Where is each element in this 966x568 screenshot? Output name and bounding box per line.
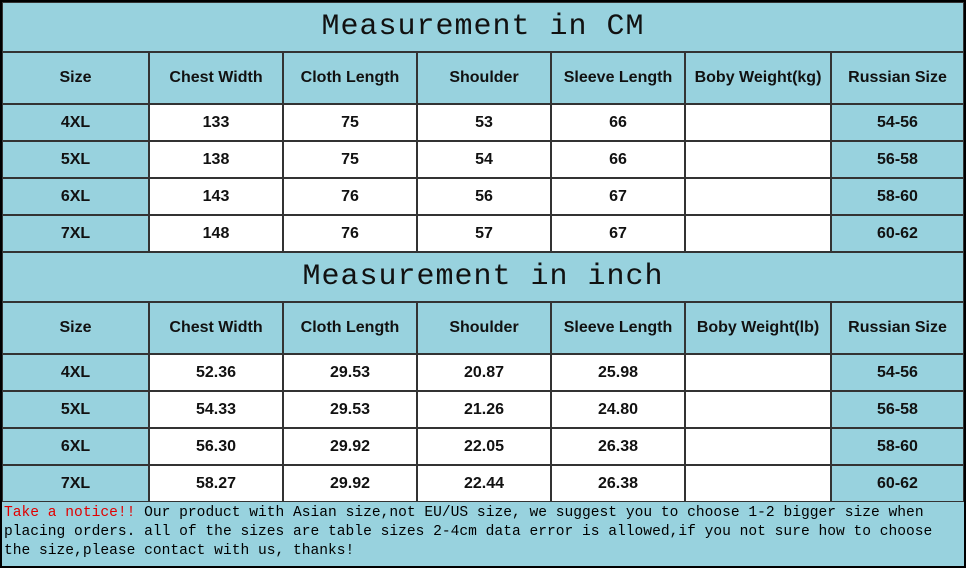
table-cell: 7XL [2, 215, 149, 252]
column-header: Chest Width [149, 52, 283, 104]
table-cell: 56.30 [149, 428, 283, 465]
table-cell: 148 [149, 215, 283, 252]
column-header: Cloth Length [283, 52, 417, 104]
table-cell: 75 [283, 104, 417, 141]
table-cell: 58-60 [831, 178, 964, 215]
table-cell: 29.53 [283, 354, 417, 391]
table-cell: 54-56 [831, 104, 964, 141]
table-cell: 58-60 [831, 428, 964, 465]
table-cell: 22.05 [417, 428, 551, 465]
notice: Take a notice!! Our product with Asian s… [4, 504, 962, 561]
table-cell: 56 [417, 178, 551, 215]
table-title: Measurement in CM [2, 2, 964, 52]
column-header: Boby Weight(lb) [685, 302, 831, 354]
table-cell: 5XL [2, 391, 149, 428]
table-cell: 20.87 [417, 354, 551, 391]
table-cell: 138 [149, 141, 283, 178]
table-cell: 66 [551, 104, 685, 141]
table-cell: 67 [551, 178, 685, 215]
table-cell: 4XL [2, 354, 149, 391]
column-header: Shoulder [417, 52, 551, 104]
empty-cell [685, 178, 831, 215]
table-cell: 54.33 [149, 391, 283, 428]
table-cell: 143 [149, 178, 283, 215]
table-cell: 54-56 [831, 354, 964, 391]
notice-text: Our product with Asian size,not EU/US si… [4, 505, 933, 559]
table-cell: 52.36 [149, 354, 283, 391]
empty-cell [685, 465, 831, 502]
table-cell: 56-58 [831, 391, 964, 428]
table-cell: 58.27 [149, 465, 283, 502]
table-cell: 7XL [2, 465, 149, 502]
column-header: Cloth Length [283, 302, 417, 354]
table-cell: 29.53 [283, 391, 417, 428]
empty-cell [685, 104, 831, 141]
table-cell: 53 [417, 104, 551, 141]
table-cell: 6XL [2, 178, 149, 215]
column-header: Size [2, 52, 149, 104]
table-cell: 75 [283, 141, 417, 178]
notice-label: Take a notice!! [4, 505, 136, 521]
table-cell: 24.80 [551, 391, 685, 428]
table-cell: 66 [551, 141, 685, 178]
empty-cell [685, 354, 831, 391]
table-cell: 76 [283, 178, 417, 215]
table-cell: 60-62 [831, 465, 964, 502]
empty-cell [685, 215, 831, 252]
column-header: Chest Width [149, 302, 283, 354]
column-header: Sleeve Length [551, 52, 685, 104]
table-cell: 21.26 [417, 391, 551, 428]
table-cell: 25.98 [551, 354, 685, 391]
table-cell: 57 [417, 215, 551, 252]
column-header: Russian Size [831, 302, 964, 354]
table-title: Measurement in inch [2, 252, 964, 302]
empty-cell [685, 391, 831, 428]
table-cell: 6XL [2, 428, 149, 465]
table-cell: 29.92 [283, 465, 417, 502]
table-cell: 76 [283, 215, 417, 252]
empty-cell [685, 141, 831, 178]
table-cell: 26.38 [551, 428, 685, 465]
table-cell: 67 [551, 215, 685, 252]
table-cell: 22.44 [417, 465, 551, 502]
column-header: Russian Size [831, 52, 964, 104]
table-cell: 56-58 [831, 141, 964, 178]
column-header: Shoulder [417, 302, 551, 354]
table-cell: 60-62 [831, 215, 964, 252]
column-header: Size [2, 302, 149, 354]
table-cell: 54 [417, 141, 551, 178]
table-cell: 4XL [2, 104, 149, 141]
table-cell: 26.38 [551, 465, 685, 502]
column-header: Sleeve Length [551, 302, 685, 354]
table-cell: 29.92 [283, 428, 417, 465]
column-header: Boby Weight(kg) [685, 52, 831, 104]
empty-cell [685, 428, 831, 465]
table-cell: 133 [149, 104, 283, 141]
table-cell: 5XL [2, 141, 149, 178]
